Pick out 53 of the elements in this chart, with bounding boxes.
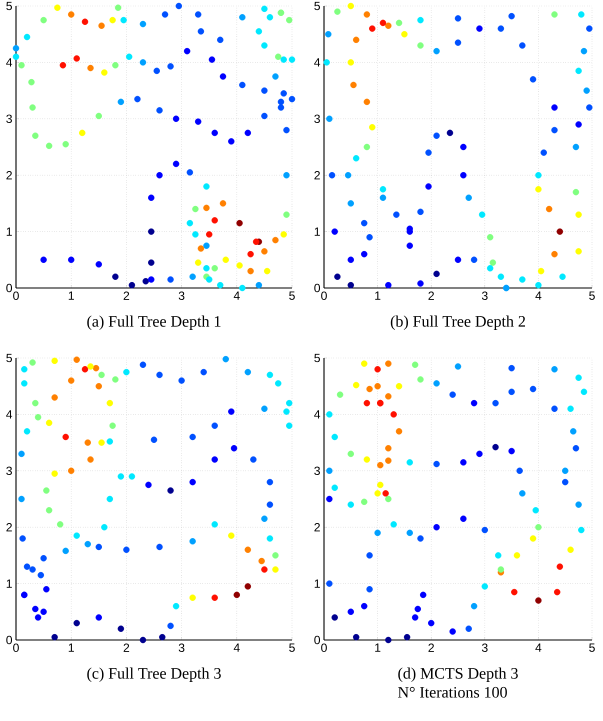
y-tick-label: 0	[6, 636, 12, 644]
y-tick-label: 1	[314, 228, 320, 236]
y-tick-label: 5	[314, 2, 320, 10]
text: (a) Full Tree Depth 1	[87, 316, 220, 330]
y-tick-label: 3	[314, 466, 320, 476]
y-tick-label: 5	[6, 354, 12, 362]
y-tick-label: 1	[6, 228, 12, 236]
y-tick-label: 5	[314, 354, 320, 362]
text: (d) MCTS Depth 3	[398, 668, 518, 682]
x-tick-label: 1	[68, 292, 74, 300]
x-tick-label: 4	[535, 292, 542, 300]
y-tick-label: 4	[314, 410, 320, 419]
y-tick-label: 3	[314, 114, 320, 124]
x-tick-label: 2	[428, 292, 434, 300]
y-tick-label: 2	[314, 523, 320, 532]
x-tick-label: 5	[589, 644, 595, 652]
x-tick-label: 3	[178, 292, 184, 300]
y-tick-label: 3	[6, 114, 12, 124]
x-tick-label: 2	[428, 644, 434, 652]
y-tick-label: 0	[314, 636, 320, 644]
x-tick-label: 0	[321, 644, 327, 652]
y-tick-label: 2	[6, 523, 12, 532]
y-tick-label: 2	[314, 171, 320, 180]
x-tick-label: 4	[234, 292, 240, 300]
y-tick-label: 2	[6, 171, 12, 180]
x-tick-label: 0	[321, 292, 327, 300]
y-tick-label: 0	[6, 284, 12, 292]
y-tick-label: 4	[314, 58, 320, 67]
x-tick-label: 0	[13, 644, 19, 652]
y-tick-label: 3	[6, 466, 12, 476]
x-tick-label: 3	[178, 644, 184, 652]
y-tick-label: 1	[6, 580, 12, 588]
x-tick-label: 4	[234, 644, 240, 652]
x-tick-label: 1	[375, 292, 380, 300]
x-tick-label: 2	[124, 292, 130, 300]
y-tick-label: 5	[6, 2, 12, 10]
x-tick-label: 0	[13, 292, 19, 300]
x-tick-label: 4	[535, 644, 542, 652]
x-tick-label: 3	[482, 644, 488, 652]
y-tick-label: 4	[6, 58, 12, 67]
y-tick-label: 4	[6, 410, 12, 419]
x-tick-label: 1	[375, 644, 380, 652]
x-tick-label: 3	[482, 292, 488, 300]
x-tick-label: 5	[589, 292, 595, 300]
text: (c) Full Tree Depth 3	[87, 668, 221, 682]
x-tick-label: 1	[68, 644, 74, 652]
x-tick-label: 5	[289, 644, 295, 652]
y-tick-label: 1	[314, 580, 320, 588]
x-tick-label: 5	[289, 292, 295, 300]
text: (b) Full Tree Depth 2	[390, 316, 526, 330]
y-tick-label: 0	[314, 284, 320, 292]
x-tick-label: 2	[124, 644, 130, 652]
text: N° Iterations 100	[398, 686, 507, 698]
